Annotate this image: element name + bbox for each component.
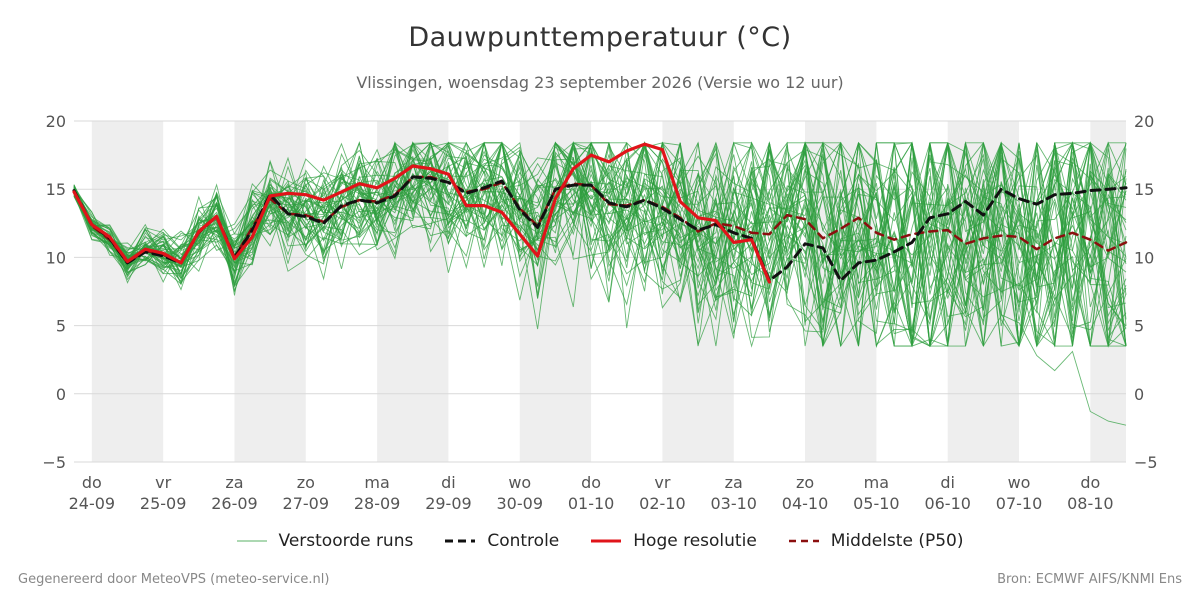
y-tick-label-right: 20: [1134, 112, 1154, 131]
y-tick-label-left: 5: [56, 317, 66, 336]
legend-label-controle: Controle: [487, 531, 560, 551]
x-tick-day: ma: [864, 473, 889, 492]
x-tick-day: di: [441, 473, 456, 492]
x-tick-day: vr: [155, 473, 171, 492]
x-tick-day: di: [940, 473, 955, 492]
legend-label-hoge-resolutie: Hoge resolutie: [633, 531, 757, 551]
footer-generated-by: Gegenereerd door MeteoVPS (meteo-service…: [18, 572, 330, 587]
x-tick-day: zo: [297, 473, 315, 492]
x-tick-date: 07-10: [996, 494, 1043, 513]
x-tick-day: za: [225, 473, 243, 492]
x-tick-day: zo: [796, 473, 814, 492]
ensemble-run-line: [73, 141, 1127, 347]
x-tick-date: 26-09: [211, 494, 258, 513]
x-tick-date: 24-09: [69, 494, 116, 513]
x-tick-date: 02-10: [639, 494, 686, 513]
legend-item-verstoorde-runs: Verstoorde runs: [236, 531, 414, 551]
x-tick-date: 08-10: [1067, 494, 1114, 513]
y-tick-label-left: 20: [46, 112, 66, 131]
hoge-resolutie-line: [72, 142, 771, 284]
legend-item-middelste: Middelste (P50): [788, 531, 964, 551]
chart-subtitle: Vlissingen, woensdag 23 september 2026 (…: [356, 73, 844, 92]
y-tick-label-right: −5: [1134, 453, 1158, 472]
x-tick-day: wo: [1008, 473, 1031, 492]
x-tick-day: vr: [654, 473, 670, 492]
x-tick-date: 30-09: [497, 494, 544, 513]
y-tick-label-right: 15: [1134, 180, 1154, 199]
axis-labels: −5 −5 0 0 5 5 10 10 15 15 20 20 do 24-09 vr 25-09 za 26-0…: [42, 112, 1157, 513]
x-tick-date: 28-09: [354, 494, 401, 513]
ensemble-run-line: [73, 142, 1127, 348]
y-tick-label-left: 15: [46, 180, 66, 199]
footer-source: Bron: ECMWF AIFS/KNMI Ens: [997, 572, 1182, 587]
weekend-band-1: [234, 121, 306, 462]
legend-item-hoge-resolutie: Hoge resolutie: [591, 531, 757, 551]
ensemble-run-line: [73, 141, 1127, 348]
x-tick-day: do: [1080, 473, 1100, 492]
legend-label-middelste: Middelste (P50): [830, 531, 964, 551]
x-tick-day: do: [581, 473, 601, 492]
legend-swatch-ensemble: [236, 540, 267, 542]
x-tick-date: 27-09: [283, 494, 330, 513]
x-tick-date: 01-10: [568, 494, 615, 513]
x-tick-day: ma: [364, 473, 389, 492]
x-tick-date: 06-10: [924, 494, 971, 513]
chart-title: Dauwpunttemperatuur (°C): [408, 22, 792, 53]
y-tick-label-right: 10: [1134, 248, 1154, 267]
controle-line: [72, 175, 1128, 283]
x-tick-day: za: [725, 473, 743, 492]
main-series: [72, 142, 1128, 284]
x-tick-day: wo: [508, 473, 531, 492]
ensemble-run-line: [73, 141, 1127, 347]
weekend-band-0: [91, 121, 164, 462]
ensemble-outlier-run: [929, 161, 1127, 426]
y-tick-label-right: 5: [1134, 317, 1144, 336]
x-tick-date: 04-10: [782, 494, 829, 513]
x-tick-date: 05-10: [853, 494, 900, 513]
y-tick-label-left: 0: [56, 385, 66, 404]
legend-swatch-middelste: [788, 539, 819, 543]
ensemble-run-line: [73, 141, 1127, 347]
x-tick-date: 03-10: [710, 494, 757, 513]
legend-item-controle: Controle: [445, 531, 559, 551]
ensemble-run-line: [73, 141, 1127, 348]
y-tick-label-right: 0: [1134, 385, 1144, 404]
x-tick-date: 25-09: [140, 494, 187, 513]
legend-swatch-hoge-resolutie: [591, 539, 622, 543]
x-tick-date: 29-09: [425, 494, 472, 513]
legend-label-verstoorde-runs: Verstoorde runs: [278, 531, 414, 551]
y-tick-label-left: −5: [42, 453, 66, 472]
legend: Verstoorde runs Controle Hoge resolutie …: [0, 531, 1200, 551]
legend-swatch-controle: [445, 539, 476, 543]
y-tick-label-left: 10: [46, 248, 66, 267]
x-tick-day: do: [82, 473, 102, 492]
